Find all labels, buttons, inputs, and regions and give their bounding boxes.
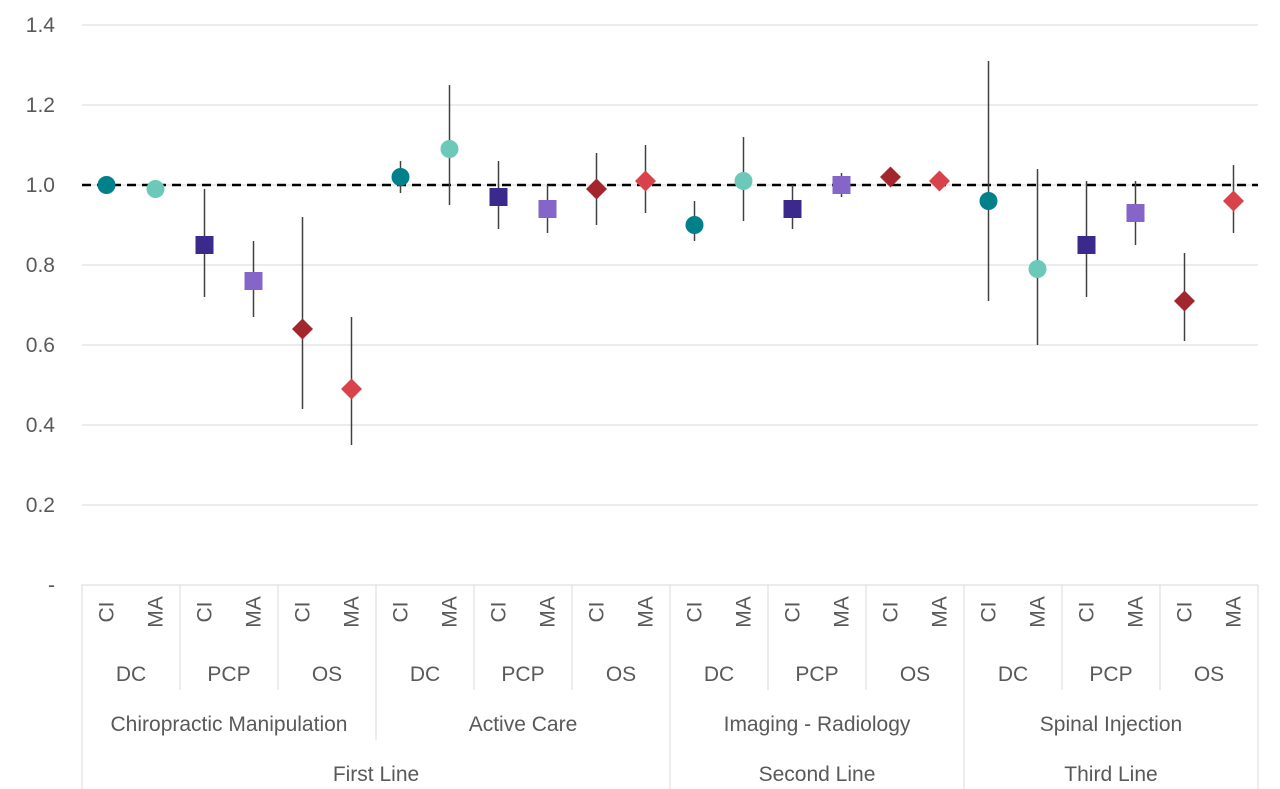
data-point-circle bbox=[1028, 260, 1047, 278]
x-tick-label: CI bbox=[978, 602, 1001, 623]
x-tick-label: MA bbox=[831, 596, 854, 628]
x-tick-label: CI bbox=[684, 602, 707, 623]
data-point-diamond bbox=[586, 178, 607, 200]
x-tick-label: CI bbox=[782, 602, 805, 623]
y-axis-labels: - 0.2 0.4 0.6 0.8 1.0 1.2 1.4 bbox=[26, 14, 56, 597]
y-tick-label: 1.2 bbox=[26, 94, 55, 117]
x-tick-label: MA bbox=[1125, 596, 1148, 628]
data-point-diamond bbox=[292, 318, 313, 340]
y-tick-label: 0.2 bbox=[26, 494, 55, 517]
gridlines bbox=[82, 24, 1258, 586]
data-point-circle bbox=[979, 192, 998, 210]
group-label: Active Care bbox=[469, 713, 578, 736]
x-tick-label: MA bbox=[635, 596, 658, 628]
data-point-circle bbox=[734, 172, 753, 190]
line-label: First Line bbox=[333, 763, 419, 786]
data-point-circle bbox=[685, 216, 704, 234]
y-tick-label: 0.8 bbox=[26, 254, 55, 277]
y-tick-label: 1.4 bbox=[26, 14, 56, 37]
group-label: Spinal Injection bbox=[1040, 713, 1182, 736]
line-label: Second Line bbox=[759, 763, 876, 786]
provider-label: PCP bbox=[501, 663, 544, 686]
x-tick-label: CI bbox=[488, 602, 511, 623]
x-tick-label: CI bbox=[390, 602, 413, 623]
data-point-diamond bbox=[635, 170, 656, 192]
data-point-square bbox=[1126, 204, 1145, 222]
x-tick-label: CI bbox=[194, 602, 217, 623]
x-tick-label: CI bbox=[1174, 602, 1197, 623]
x-axis-categories: CI MA CI MA CI MA CI MA CI MA CI MA CI MA CI MA CI MA CI MA… bbox=[81, 585, 1259, 789]
provider-label: PCP bbox=[207, 663, 250, 686]
data-point-diamond bbox=[341, 378, 362, 400]
provider-label: DC bbox=[116, 663, 146, 686]
y-tick-label: 0.4 bbox=[26, 414, 56, 437]
x-tick-label: MA bbox=[145, 596, 168, 628]
group-label: Chiropractic Manipulation bbox=[111, 713, 348, 736]
data-point-circle bbox=[391, 168, 410, 186]
x-tick-label: MA bbox=[341, 596, 364, 628]
provider-label: OS bbox=[606, 663, 636, 686]
x-tick-label: MA bbox=[1027, 596, 1050, 628]
y-tick-label: 1.0 bbox=[26, 174, 55, 197]
y-tick-label: 0.6 bbox=[26, 334, 55, 357]
provider-label: OS bbox=[1194, 663, 1224, 686]
data-point-square bbox=[1077, 236, 1096, 254]
provider-label: OS bbox=[900, 663, 930, 686]
data-point-circle bbox=[97, 176, 116, 194]
x-tick-label: MA bbox=[733, 596, 756, 628]
x-tick-label: MA bbox=[243, 596, 266, 628]
x-tick-label: MA bbox=[439, 596, 462, 628]
x-tick-label: CI bbox=[292, 602, 315, 623]
y-tick-label: - bbox=[48, 574, 55, 597]
data-point-square bbox=[832, 176, 851, 194]
provider-label: DC bbox=[410, 663, 440, 686]
provider-label: DC bbox=[704, 663, 734, 686]
x-tick-label: CI bbox=[586, 602, 609, 623]
provider-label: PCP bbox=[1089, 663, 1132, 686]
data-point-diamond bbox=[929, 170, 950, 192]
group-label: Imaging - Radiology bbox=[724, 713, 911, 736]
x-tick-label: MA bbox=[537, 596, 560, 628]
provider-label: PCP bbox=[795, 663, 838, 686]
line-label: Third Line bbox=[1064, 763, 1157, 786]
data-point-circle bbox=[146, 180, 165, 198]
x-tick-label: CI bbox=[880, 602, 903, 623]
x-tick-label: CI bbox=[1076, 602, 1099, 623]
data-point-square bbox=[244, 272, 263, 290]
data-point-circle bbox=[440, 140, 459, 158]
x-tick-label: CI bbox=[96, 602, 119, 623]
data-point-diamond bbox=[1223, 190, 1244, 212]
data-point-square bbox=[195, 236, 214, 254]
data-point-diamond bbox=[1174, 290, 1195, 312]
x-tick-label: MA bbox=[1223, 596, 1246, 628]
data-markers bbox=[97, 140, 1244, 400]
x-tick-label: MA bbox=[929, 596, 952, 628]
data-point-square bbox=[538, 200, 557, 218]
provider-label: OS bbox=[312, 663, 342, 686]
data-point-square bbox=[783, 200, 802, 218]
data-point-square bbox=[489, 188, 508, 206]
data-point-diamond bbox=[880, 166, 901, 188]
provider-label: DC bbox=[998, 663, 1028, 686]
